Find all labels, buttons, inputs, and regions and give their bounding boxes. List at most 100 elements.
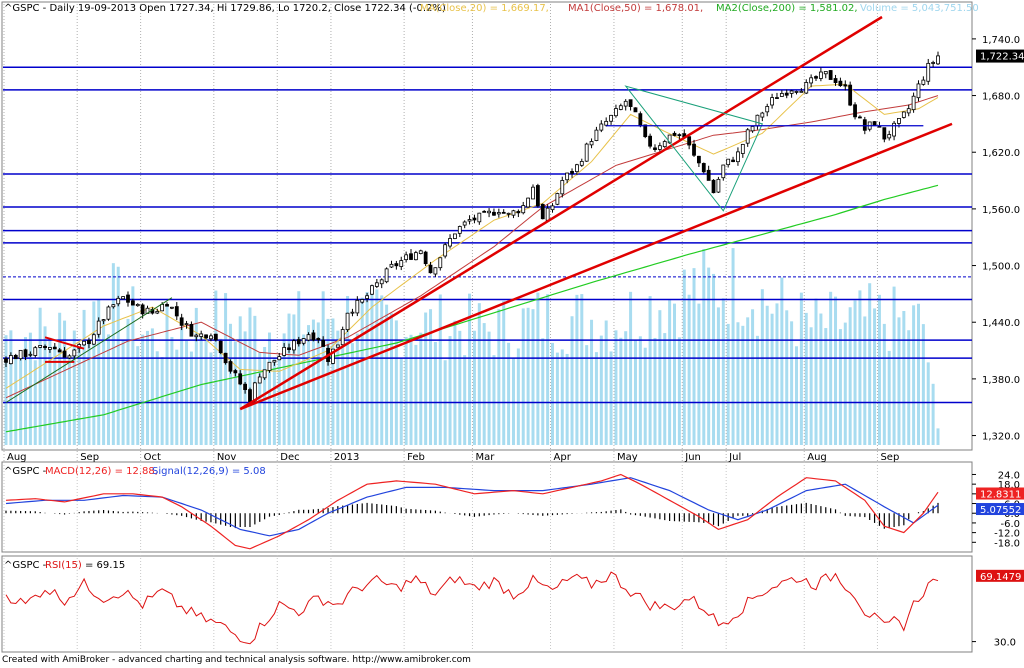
price-bar-body [409, 253, 413, 260]
volume-bar [565, 353, 569, 445]
volume-bar [604, 320, 608, 445]
volume-bar [799, 292, 803, 445]
price-bar-body [657, 145, 662, 150]
volume-bar [146, 330, 150, 445]
price-bar-body [223, 352, 228, 364]
volume-bar [126, 318, 130, 445]
price-bar-body [555, 193, 560, 205]
price-bar-body [238, 373, 243, 385]
macd-series [5, 473, 939, 550]
price-bar-body [316, 338, 321, 341]
price-bar-body [355, 299, 360, 314]
x-tick-label: May [617, 452, 638, 463]
price-bar-body [428, 264, 433, 274]
price-bar-body [662, 141, 667, 148]
volume-bar [424, 312, 428, 445]
volume-bar [438, 294, 442, 445]
price-title: ^GSPC - Daily 19-09-2013 Open 1727.34, H… [4, 3, 446, 14]
price-bar-body [570, 171, 574, 174]
rsi-y-tick-label: 30.0 [994, 638, 1016, 649]
volume-bar [336, 330, 340, 445]
price-bar-body [28, 353, 33, 356]
price-bar-body [794, 91, 799, 93]
volume-bar [28, 332, 32, 445]
price-bar-body [760, 112, 765, 118]
volume-bar [389, 313, 393, 445]
price-bar-body [57, 349, 62, 353]
volume-bar [541, 338, 545, 445]
volume-bar [136, 346, 140, 445]
early-trend-line [5, 297, 173, 403]
price-bar-body [843, 84, 848, 87]
price-bar-body [731, 159, 735, 163]
volume-bar [775, 303, 779, 445]
price-bar-body [521, 205, 526, 214]
price-bar-body [174, 306, 179, 317]
volume-bar [834, 296, 838, 445]
volume-bar [204, 334, 208, 445]
price-bar-body [345, 312, 350, 331]
volume-bar [341, 333, 345, 445]
price-bar-body [331, 348, 335, 364]
volume-bar [643, 347, 647, 445]
price-bar-body [887, 134, 892, 139]
lower-trend-line [239, 122, 953, 411]
price-bar-body [906, 108, 911, 114]
price-bar-body [248, 389, 252, 402]
price-bar-body [96, 320, 101, 335]
macd-y-tick-label: -6.0 [1000, 519, 1020, 530]
price-bar-body [135, 303, 140, 307]
price-bar-body [106, 306, 111, 320]
volume-bar [658, 310, 662, 445]
volume-bar [877, 294, 881, 445]
volume-bar [497, 309, 501, 445]
volume-bar [77, 347, 81, 445]
price-bar-body [784, 92, 789, 96]
ma200-line [5, 184, 939, 433]
volume-bar [385, 304, 389, 445]
volume-bar [712, 273, 716, 445]
price-bar-body [614, 108, 618, 117]
volume-bar [409, 334, 413, 445]
price-bar-body [291, 340, 296, 351]
macd-panel-frame [1, 461, 973, 553]
price-bar-body [165, 304, 169, 307]
volume-bar [121, 339, 125, 445]
price-bar-body [858, 116, 862, 119]
price-bar-body [282, 347, 287, 356]
volume-bar [458, 330, 462, 445]
volume-bar [697, 303, 701, 445]
volume-bar [926, 362, 930, 445]
price-bar-body [701, 163, 706, 173]
volume-bar [843, 322, 847, 445]
volume-bar [580, 294, 584, 445]
price-bar-body [38, 345, 43, 348]
volume-bar [487, 331, 491, 445]
volume-bar [360, 297, 364, 445]
volume-bar [111, 263, 115, 445]
price-bar-body [921, 79, 926, 85]
price-bar-body [882, 127, 887, 140]
price-bar-body [23, 349, 28, 357]
x-tick-label: Dec [280, 452, 299, 463]
price-bar-body [594, 129, 599, 141]
price-bar-body [389, 263, 394, 268]
price-bar-body [350, 311, 355, 314]
price-bar-body [262, 369, 267, 379]
y-tick-label: 1,620.0 [982, 148, 1020, 159]
price-bar-body [677, 134, 682, 137]
volume-bar [736, 322, 740, 445]
price-bar-body [72, 349, 77, 357]
rsi-panel-frame [1, 555, 973, 653]
volume-bar [531, 309, 535, 445]
price-bar-body [111, 304, 116, 308]
price-bar-body [18, 349, 23, 360]
volume-bar [492, 355, 496, 445]
price-bar-body [897, 118, 901, 124]
volume-bar [629, 291, 633, 445]
price-bar-body [901, 111, 906, 118]
y-tick-label: 1,380.0 [982, 375, 1020, 386]
volume-bar [575, 294, 579, 445]
price-bar-body [872, 121, 877, 126]
volume-bar [551, 342, 555, 445]
